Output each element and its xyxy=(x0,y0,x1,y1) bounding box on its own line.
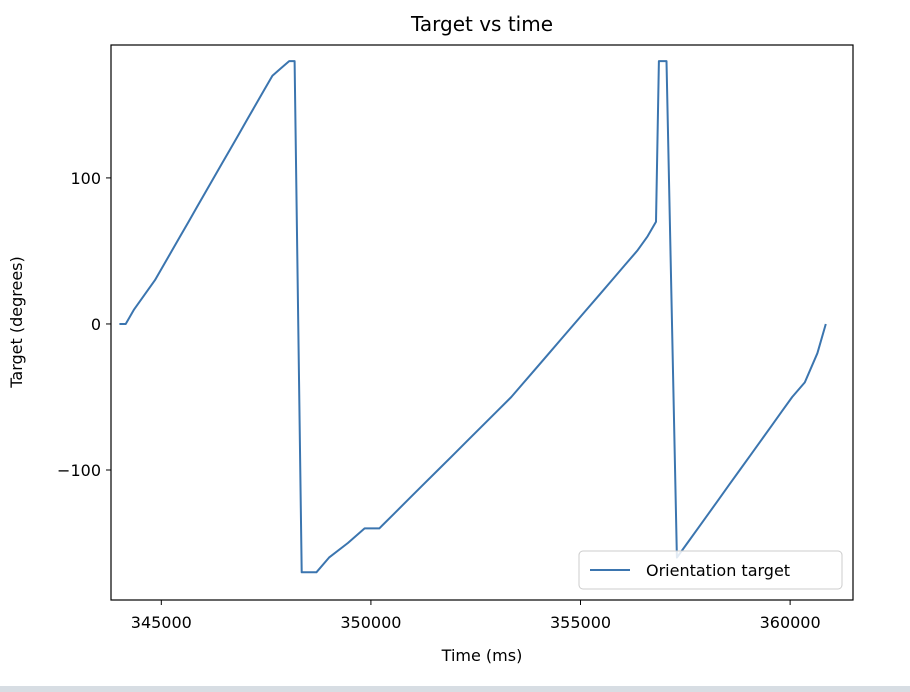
y-axis-label: Target (degrees) xyxy=(7,256,26,388)
legend[interactable]: Orientation target xyxy=(578,550,843,590)
x-tick-label: 355000 xyxy=(550,613,611,632)
series-line-orientation-target xyxy=(119,60,827,574)
y-axis-ticks: −100 0 100 xyxy=(57,169,111,480)
bottom-strip xyxy=(0,686,910,692)
legend-label-orientation-target: Orientation target xyxy=(646,561,790,580)
x-axis-ticks: 345000 350000 355000 360000 xyxy=(131,600,821,632)
x-tick-label: 350000 xyxy=(340,613,401,632)
series-layer xyxy=(119,60,827,574)
x-tick-label: 360000 xyxy=(760,613,821,632)
plot-frame xyxy=(110,44,854,601)
x-tick-label: 345000 xyxy=(131,613,192,632)
y-tick-label: −100 xyxy=(57,461,101,480)
y-tick-label: 0 xyxy=(91,315,101,334)
x-axis-label: Time (ms) xyxy=(441,646,523,665)
y-tick-label: 100 xyxy=(70,169,101,188)
chart-title: Target vs time xyxy=(410,12,553,36)
legend-box xyxy=(578,550,843,590)
